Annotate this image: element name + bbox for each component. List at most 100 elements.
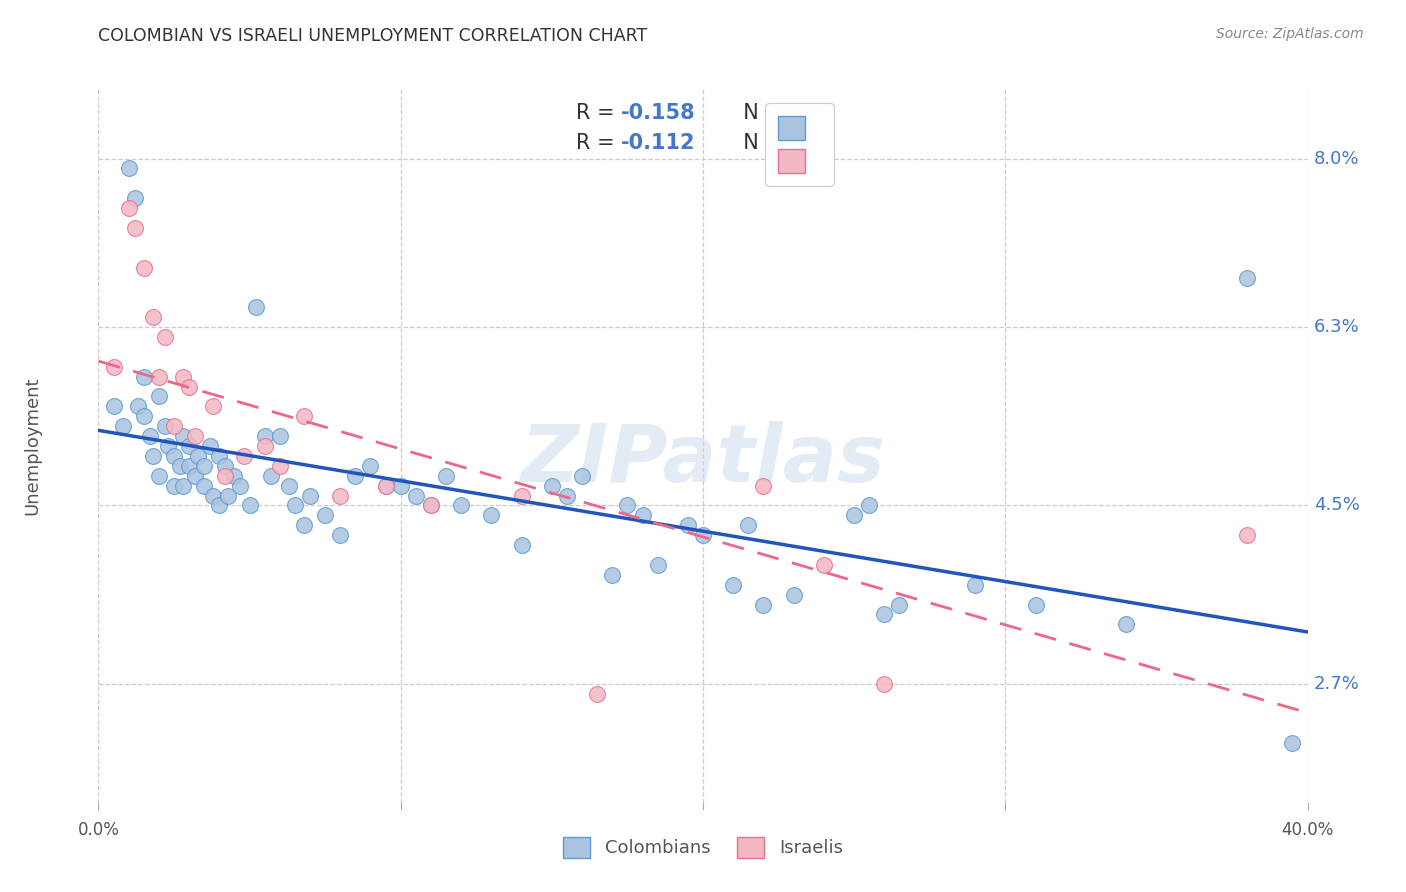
Point: [571, 468, 593, 483]
Point: [481, 508, 503, 523]
Text: 0.0%: 0.0%: [77, 821, 120, 838]
Point: [873, 607, 896, 622]
Point: [202, 400, 225, 414]
Point: [419, 499, 441, 513]
Text: R =: R =: [576, 103, 621, 123]
Point: [124, 221, 146, 235]
Text: COLOMBIAN VS ISRAELI UNEMPLOYMENT CORRELATION CHART: COLOMBIAN VS ISRAELI UNEMPLOYMENT CORREL…: [98, 27, 648, 45]
Point: [142, 310, 165, 325]
Point: [752, 478, 775, 492]
Legend: Colombians, Israelis: Colombians, Israelis: [555, 830, 851, 865]
Text: 6.3%: 6.3%: [1313, 318, 1360, 336]
Point: [344, 468, 367, 483]
Point: [163, 419, 186, 434]
Point: [224, 468, 246, 483]
Text: 75: 75: [790, 103, 820, 123]
Point: [1115, 617, 1137, 632]
Point: [292, 518, 315, 533]
Point: [177, 439, 201, 453]
Point: [1281, 736, 1303, 750]
Point: [148, 389, 170, 403]
Point: [873, 677, 896, 691]
Point: [405, 489, 427, 503]
Point: [184, 468, 207, 483]
Point: [148, 369, 170, 384]
Point: [187, 449, 209, 463]
Point: [889, 598, 911, 612]
Point: [172, 369, 194, 384]
Point: [676, 518, 699, 533]
Point: [858, 499, 880, 513]
Point: [269, 458, 291, 473]
Point: [148, 468, 170, 483]
Point: [232, 449, 254, 463]
Point: [360, 458, 382, 473]
Point: [389, 478, 412, 492]
Point: [253, 439, 276, 453]
Point: [277, 478, 299, 492]
Point: [193, 458, 215, 473]
Point: [153, 330, 176, 344]
Point: [132, 409, 155, 424]
Point: [374, 478, 396, 492]
Point: [1024, 598, 1046, 612]
Point: [200, 439, 222, 453]
Point: [299, 489, 322, 503]
Text: R =: R =: [576, 133, 621, 153]
Point: [153, 419, 176, 434]
Point: [124, 191, 146, 205]
Text: -0.158: -0.158: [621, 103, 696, 123]
Point: [239, 499, 262, 513]
Text: N =: N =: [730, 133, 789, 153]
Text: 40.0%: 40.0%: [1281, 821, 1334, 838]
Point: [208, 449, 231, 463]
Point: [844, 508, 866, 523]
Point: [269, 429, 291, 443]
Text: Source: ZipAtlas.com: Source: ZipAtlas.com: [1216, 27, 1364, 41]
Point: [177, 379, 201, 393]
Point: [163, 449, 186, 463]
Text: 4.5%: 4.5%: [1313, 497, 1360, 515]
Text: Unemployment: Unemployment: [22, 376, 41, 516]
Point: [184, 429, 207, 443]
Point: [172, 478, 194, 492]
Point: [208, 499, 231, 513]
Point: [253, 429, 276, 443]
Point: [329, 489, 352, 503]
Point: [169, 458, 191, 473]
Point: [193, 478, 215, 492]
Point: [214, 458, 236, 473]
Point: [177, 458, 201, 473]
Point: [314, 508, 336, 523]
Point: [260, 468, 283, 483]
Point: [602, 567, 624, 582]
Point: [419, 499, 441, 513]
Point: [245, 300, 267, 314]
Point: [721, 578, 744, 592]
Point: [510, 489, 533, 503]
Point: [132, 260, 155, 275]
Point: [217, 489, 239, 503]
Point: [111, 419, 134, 434]
Text: N =: N =: [730, 103, 789, 123]
Point: [214, 468, 236, 483]
Point: [737, 518, 759, 533]
Point: [782, 588, 804, 602]
Point: [1236, 270, 1258, 285]
Point: [172, 429, 194, 443]
Point: [142, 449, 165, 463]
Point: [139, 429, 162, 443]
Point: [540, 478, 562, 492]
Point: [510, 538, 533, 552]
Point: [103, 359, 125, 374]
Point: [586, 687, 609, 701]
Point: [616, 499, 638, 513]
Point: [118, 161, 141, 176]
Point: [292, 409, 315, 424]
Point: [374, 478, 396, 492]
Point: [692, 528, 714, 542]
Text: 26: 26: [790, 133, 820, 153]
Point: [156, 439, 179, 453]
Point: [127, 400, 149, 414]
Text: 2.7%: 2.7%: [1313, 675, 1360, 693]
